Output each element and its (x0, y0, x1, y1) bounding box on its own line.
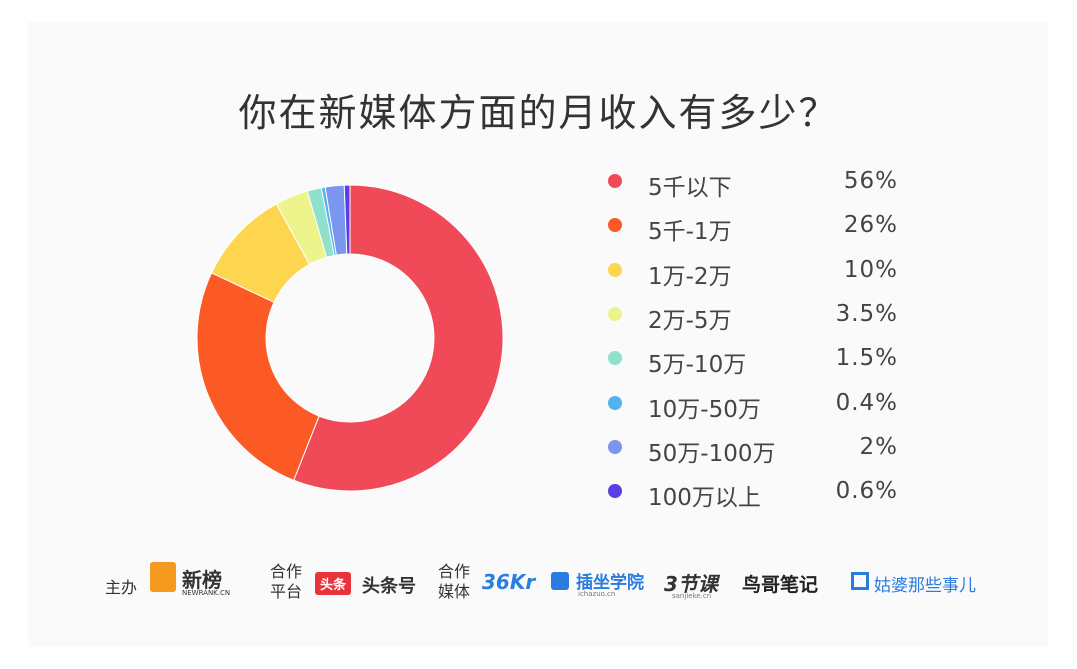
media-chazuo-sub: ichazuo.cn (578, 590, 616, 598)
donut-slice-1 (293, 184, 504, 492)
donut-slice-8 (343, 184, 351, 255)
legend-dot-icon (608, 484, 622, 499)
legend-item: 1万-2万 10% (608, 255, 898, 290)
legend-item: 5千以下 56% (608, 166, 898, 201)
media-label-2: 媒体 (438, 582, 471, 601)
legend-value: 2% (859, 433, 898, 460)
legend-item: 5千-1万 26% (608, 210, 898, 245)
legend-label: 100万以上 (648, 485, 761, 512)
media-niaoge: 鸟哥笔记 (742, 574, 819, 596)
legend-dot-icon (608, 306, 622, 321)
host-logo: 新榜 (182, 568, 222, 592)
legend-label: 5万-10万 (648, 352, 747, 379)
legend-item: 2万-5万 3.5% (608, 299, 898, 334)
legend-label: 1万-2万 (648, 263, 732, 290)
legend-item: 50万-100万 2% (608, 432, 898, 467)
media-36kr: 36Kr (482, 570, 536, 594)
donut-slice-2 (196, 272, 320, 481)
legend-dot-icon (608, 395, 622, 410)
legend-label: 5千以下 (648, 175, 732, 201)
legend-value: 0.6% (835, 478, 898, 505)
legend-label: 5千-1万 (648, 219, 732, 246)
legend-dot-icon (608, 218, 622, 233)
legend-value: 0.4% (835, 389, 898, 416)
legend-item: 10万-50万 0.4% (608, 388, 898, 423)
newrank-logo-icon (150, 562, 176, 592)
legend-dot-icon (608, 174, 622, 188)
media-3jieke-sub: sanjieke.cn (672, 592, 712, 600)
media-chazuo: 插坐学院 (576, 573, 644, 593)
media-gupo: 姑婆那些事儿 (874, 576, 976, 596)
host-label: 主办 (105, 578, 138, 597)
platform-label-2: 平台 (270, 582, 303, 601)
media-label-1: 合作 (438, 562, 471, 581)
legend-label: 10万-50万 (648, 396, 761, 423)
legend-item: 5万-10万 1.5% (608, 343, 898, 378)
platform-badge: 头条 (315, 572, 352, 595)
platform-label-1: 合作 (270, 562, 303, 581)
legend-value: 26% (843, 212, 898, 239)
legend-value: 10% (843, 256, 898, 283)
footer: 主办 新榜 NEWRANK.CN 合作 平台 头条 头条号 合作 媒体 36Kr… (0, 556, 1077, 616)
legend-value: 3.5% (835, 300, 898, 327)
legend-dot-icon (608, 351, 622, 366)
legend-value: 1.5% (835, 345, 898, 372)
legend-value: 56% (843, 168, 898, 194)
media-label: 合作 媒体 (438, 562, 470, 602)
legend-label: 50万-100万 (648, 440, 776, 467)
legend-item: 100万以上 0.6% (608, 476, 898, 511)
legend-dot-icon (608, 439, 622, 454)
media-3jieke: 3节课 (664, 572, 718, 596)
gupo-icon (851, 572, 869, 590)
platform-name: 头条号 (362, 576, 416, 597)
legend-dot-icon (608, 262, 622, 277)
host-logo-sub: NEWRANK.CN (182, 589, 231, 597)
platform-label: 合作 平台 (270, 562, 302, 602)
legend-label: 2万-5万 (648, 307, 732, 334)
chart-title: 你在新媒体方面的月收入有多少？ (238, 91, 839, 135)
platform-badge-text: 头条 (315, 572, 352, 595)
chazuo-icon (551, 570, 569, 590)
